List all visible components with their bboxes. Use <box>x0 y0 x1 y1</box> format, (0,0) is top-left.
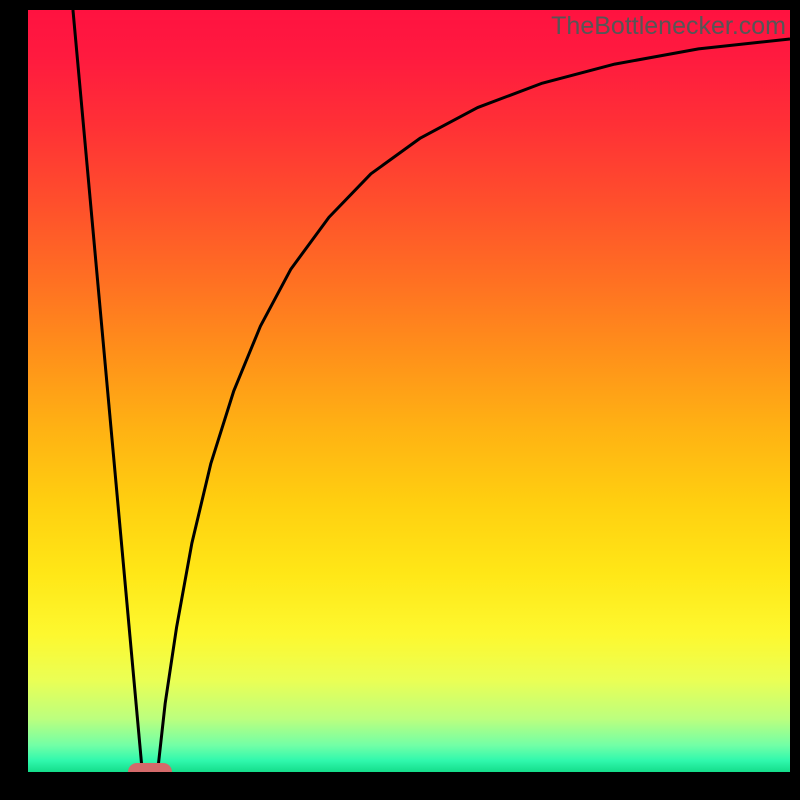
plot-area <box>28 10 790 772</box>
curve-right-curve <box>158 39 790 772</box>
curves-layer <box>28 10 790 772</box>
curve-left-line <box>73 10 142 772</box>
watermark-text: TheBottlenecker.com <box>551 12 786 41</box>
figure-root: { "figure": { "width_px": 800, "height_p… <box>0 0 800 800</box>
optimal-marker <box>128 763 172 772</box>
